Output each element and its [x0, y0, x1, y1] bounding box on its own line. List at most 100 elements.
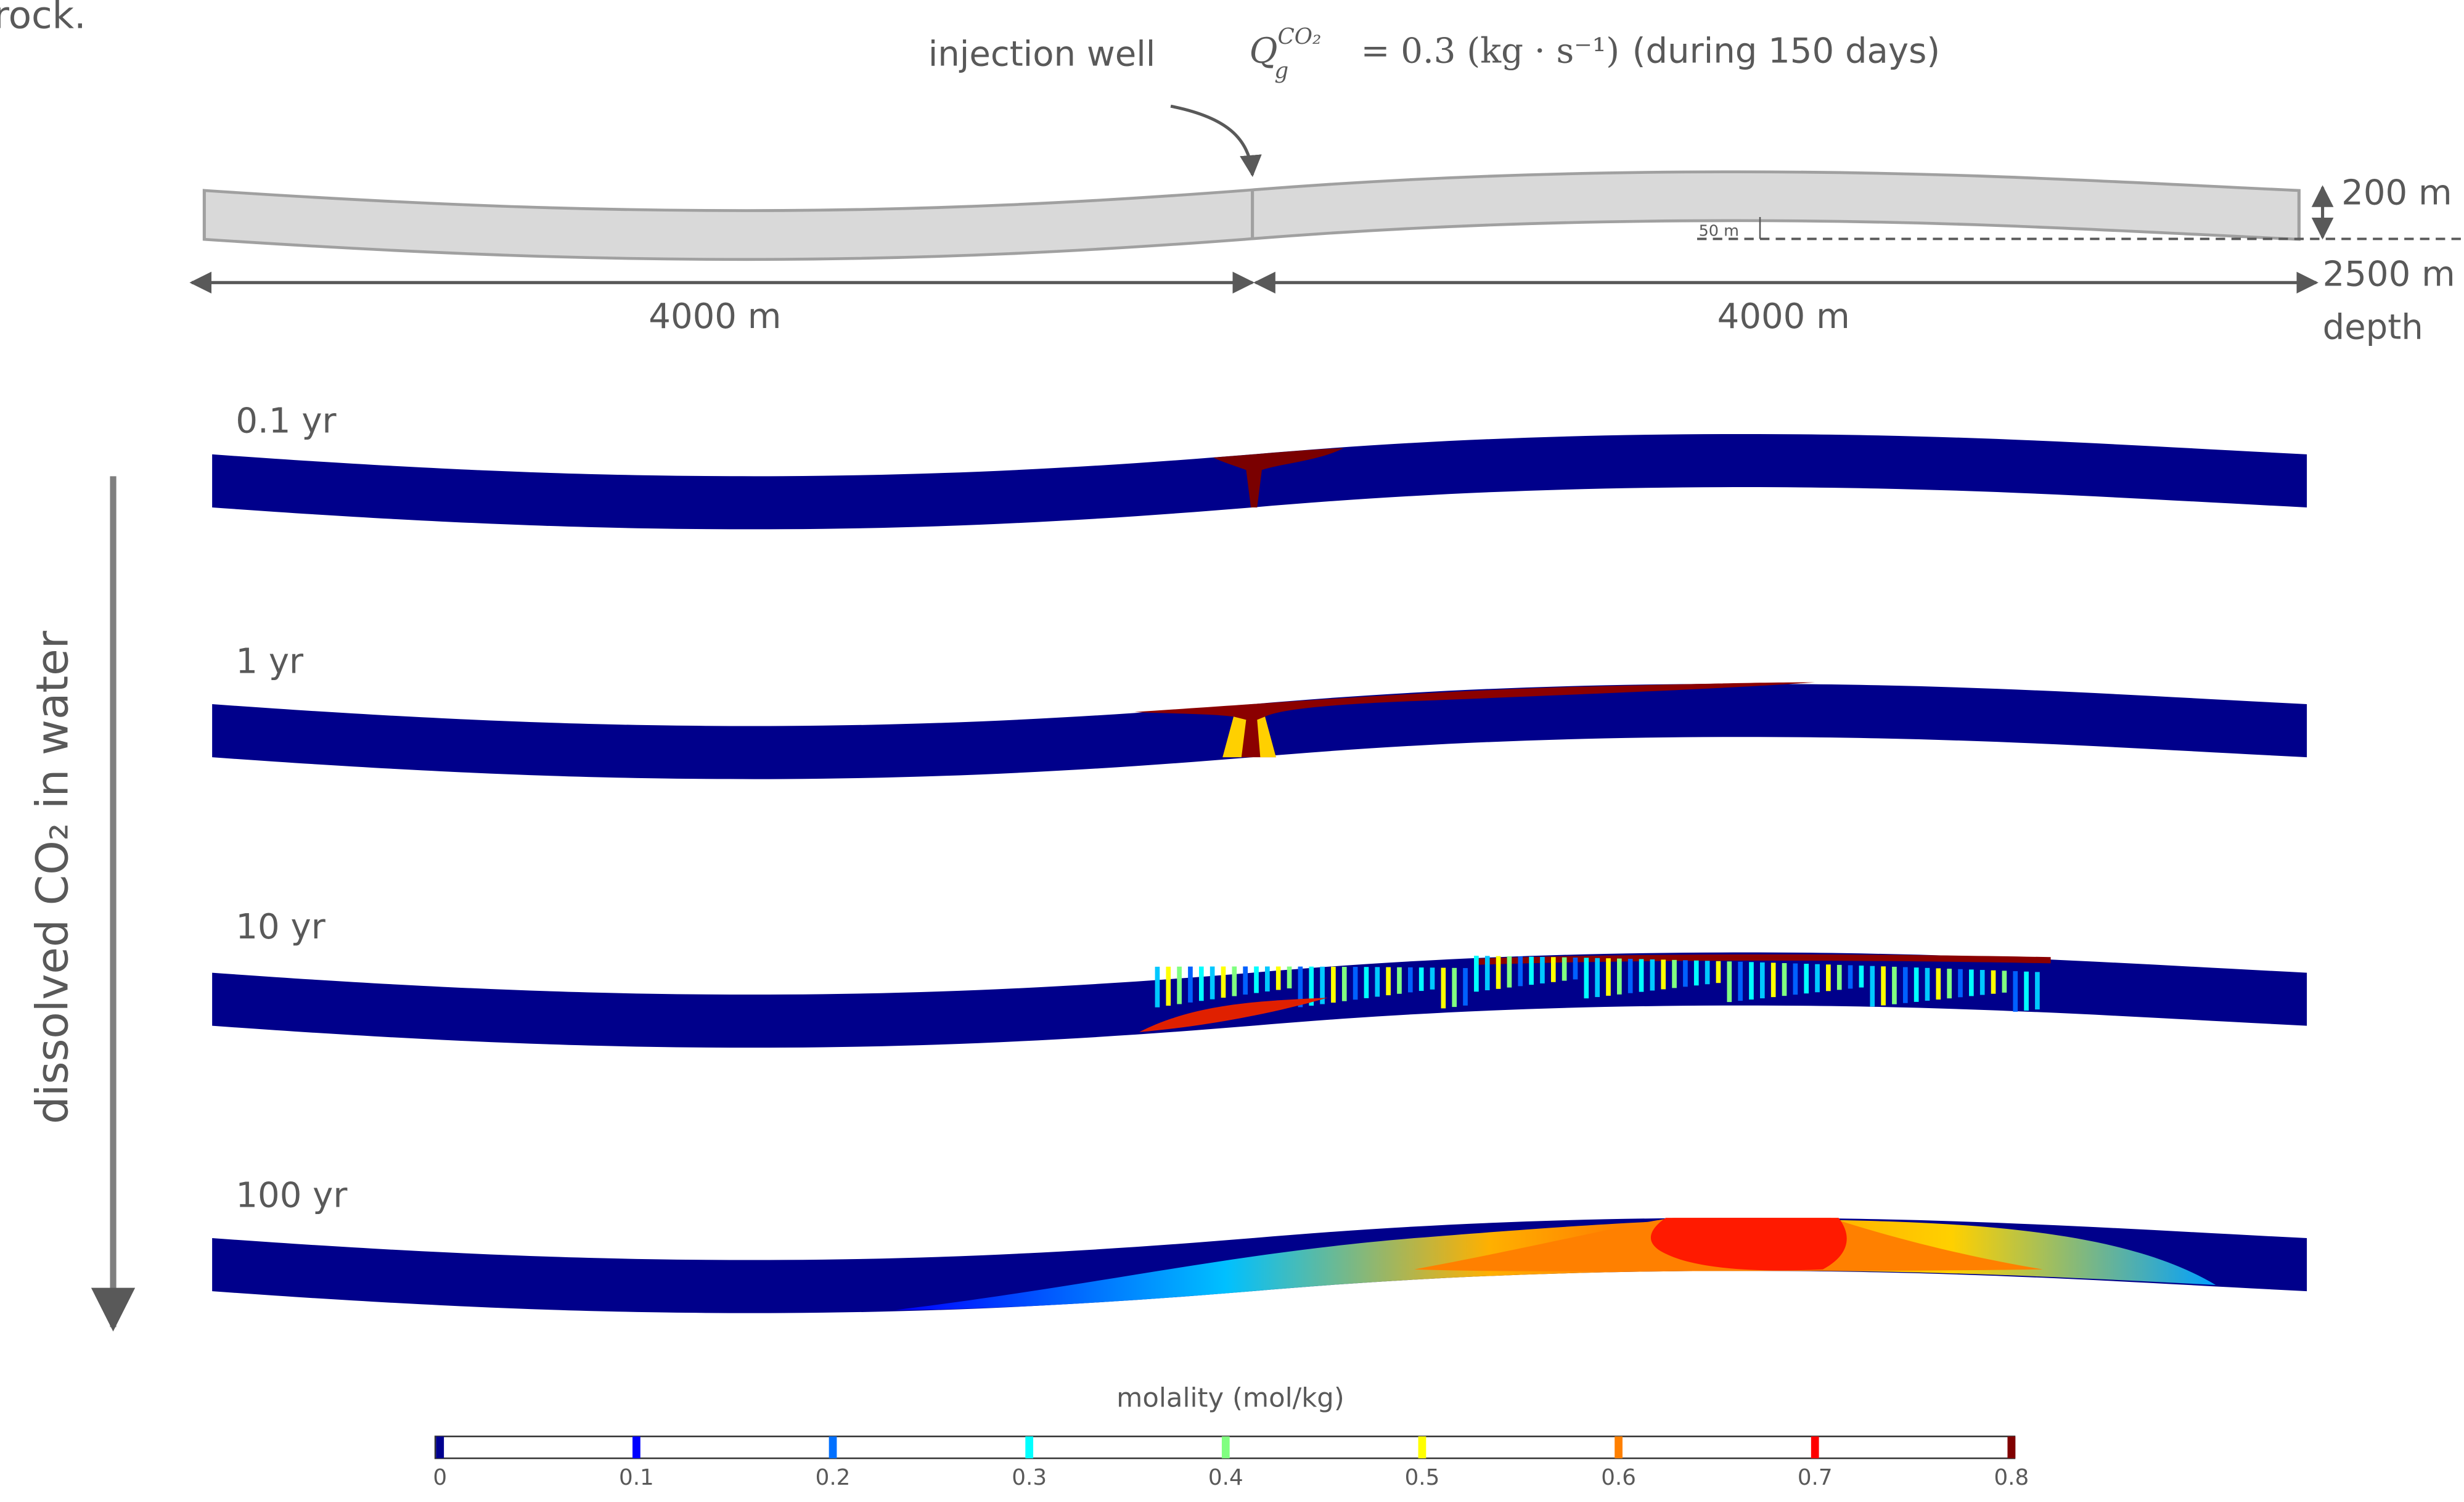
finger	[1474, 956, 1479, 992]
caption-fragment: rock.	[0, 0, 86, 38]
plume-bottom	[1139, 998, 1328, 1032]
time-label: 100 yr	[235, 1176, 347, 1216]
finger	[1265, 966, 1270, 991]
colorbar-tick-label: 0.2	[816, 1465, 851, 1490]
colorbar-tick-label: 0.7	[1798, 1465, 1833, 1490]
finger	[1320, 966, 1325, 1004]
finger	[1782, 962, 1787, 996]
panel: 1 yr	[212, 642, 2307, 779]
finger	[1275, 966, 1281, 990]
finger	[1902, 967, 1908, 1003]
finger	[1209, 966, 1215, 999]
plume-edge	[1222, 716, 1276, 758]
plume-center	[1650, 1218, 1847, 1271]
finger	[1550, 957, 1556, 982]
rate-formula: QCO₂ g = 0.3 (kg · s⁻¹) (during 150 days)	[1250, 24, 1941, 84]
finger	[1793, 963, 1798, 995]
finger	[1716, 961, 1721, 983]
finger	[1341, 966, 1347, 1001]
finger	[1693, 960, 1699, 986]
colorbar-tick-label: 0	[433, 1465, 447, 1490]
time-label: 1 yr	[235, 642, 303, 682]
finger	[2024, 971, 2029, 1011]
schematic: injection well QCO₂ g = 0.3 (kg · s⁻¹) (dur…	[189, 24, 2464, 348]
finger	[1298, 966, 1303, 1007]
finger	[2002, 971, 2007, 993]
finger	[1969, 969, 1974, 996]
finger	[1991, 970, 1996, 994]
finger	[1870, 966, 1875, 1007]
finger	[1166, 966, 1171, 1006]
finger	[1418, 967, 1424, 991]
finger	[1804, 964, 1809, 994]
finger	[1683, 960, 1688, 987]
formation	[212, 952, 2307, 1048]
finger	[1815, 964, 1820, 993]
finger	[1859, 966, 1864, 988]
depth-word: depth	[2323, 308, 2423, 348]
length-label: 4000 m	[649, 297, 781, 337]
rate-equation: = 0.3 (kg · s⁻¹)	[1361, 31, 1620, 71]
colorbar: molality (mol/kg) 0 0.1 0.2 0.3 0.4 0.5 0.6 0.7…	[433, 1383, 2029, 1490]
finger	[1639, 959, 1644, 992]
finger	[1826, 964, 1831, 991]
colorbar-tick-label: 0.4	[1208, 1465, 1243, 1490]
rate-symbol: Q	[1250, 31, 1278, 71]
finger	[1408, 967, 1413, 993]
finger	[1232, 966, 1237, 996]
finger	[1496, 956, 1501, 989]
finger	[2013, 971, 2018, 1012]
finger	[1979, 970, 1985, 995]
panel: 10 yr	[212, 907, 2307, 1048]
colorbar-tick	[1025, 1436, 1034, 1459]
fingers	[1155, 956, 2040, 1012]
finger	[1221, 966, 1226, 998]
finger	[1958, 969, 1963, 998]
finger	[1770, 962, 1776, 998]
colorbar-tick-label: 0.5	[1405, 1465, 1440, 1490]
finger	[1463, 968, 1468, 1006]
time-label: 0.1 yr	[235, 401, 336, 441]
finger	[1507, 956, 1512, 988]
rate-note: (during 150 days)	[1632, 31, 1941, 71]
finger	[1584, 958, 1589, 999]
time-label: 10 yr	[235, 907, 325, 947]
well-label: injection well	[928, 35, 1156, 75]
plume	[1134, 682, 1815, 758]
finger	[1188, 966, 1193, 1003]
finger	[1397, 967, 1402, 994]
finger	[1848, 965, 1853, 989]
finger	[1386, 967, 1391, 996]
finger	[1309, 966, 1314, 1006]
depth-label: 2500 m	[2323, 255, 2455, 295]
panel: 100 yr	[212, 1176, 2307, 1313]
finger	[1749, 962, 1754, 1000]
finger	[1529, 956, 1534, 985]
colorbar-tick	[1811, 1436, 1819, 1459]
rate-subscript: g	[1274, 59, 1288, 84]
finger	[1484, 956, 1490, 991]
finger	[1287, 966, 1292, 988]
time-axis-label: dissolved CO₂ in water	[27, 630, 78, 1124]
finger	[1452, 967, 1457, 1007]
finger	[1936, 968, 1941, 1000]
finger	[1947, 969, 1952, 999]
finger	[1441, 967, 1446, 1009]
finger	[1705, 961, 1710, 985]
finger	[1254, 966, 1259, 993]
finger	[1738, 961, 1743, 1001]
finger	[1573, 957, 1578, 980]
finger	[1661, 959, 1666, 990]
finger	[1243, 966, 1248, 995]
length-label: 4000 m	[1717, 297, 1850, 337]
finger	[1913, 967, 1919, 1002]
colorbar-tick	[436, 1436, 444, 1459]
finger	[1353, 967, 1358, 1000]
finger	[1177, 966, 1182, 1004]
colorbar-tick	[632, 1436, 641, 1459]
colorbar-tick	[2007, 1436, 2016, 1459]
finger	[1561, 957, 1567, 981]
finger	[1617, 958, 1622, 995]
